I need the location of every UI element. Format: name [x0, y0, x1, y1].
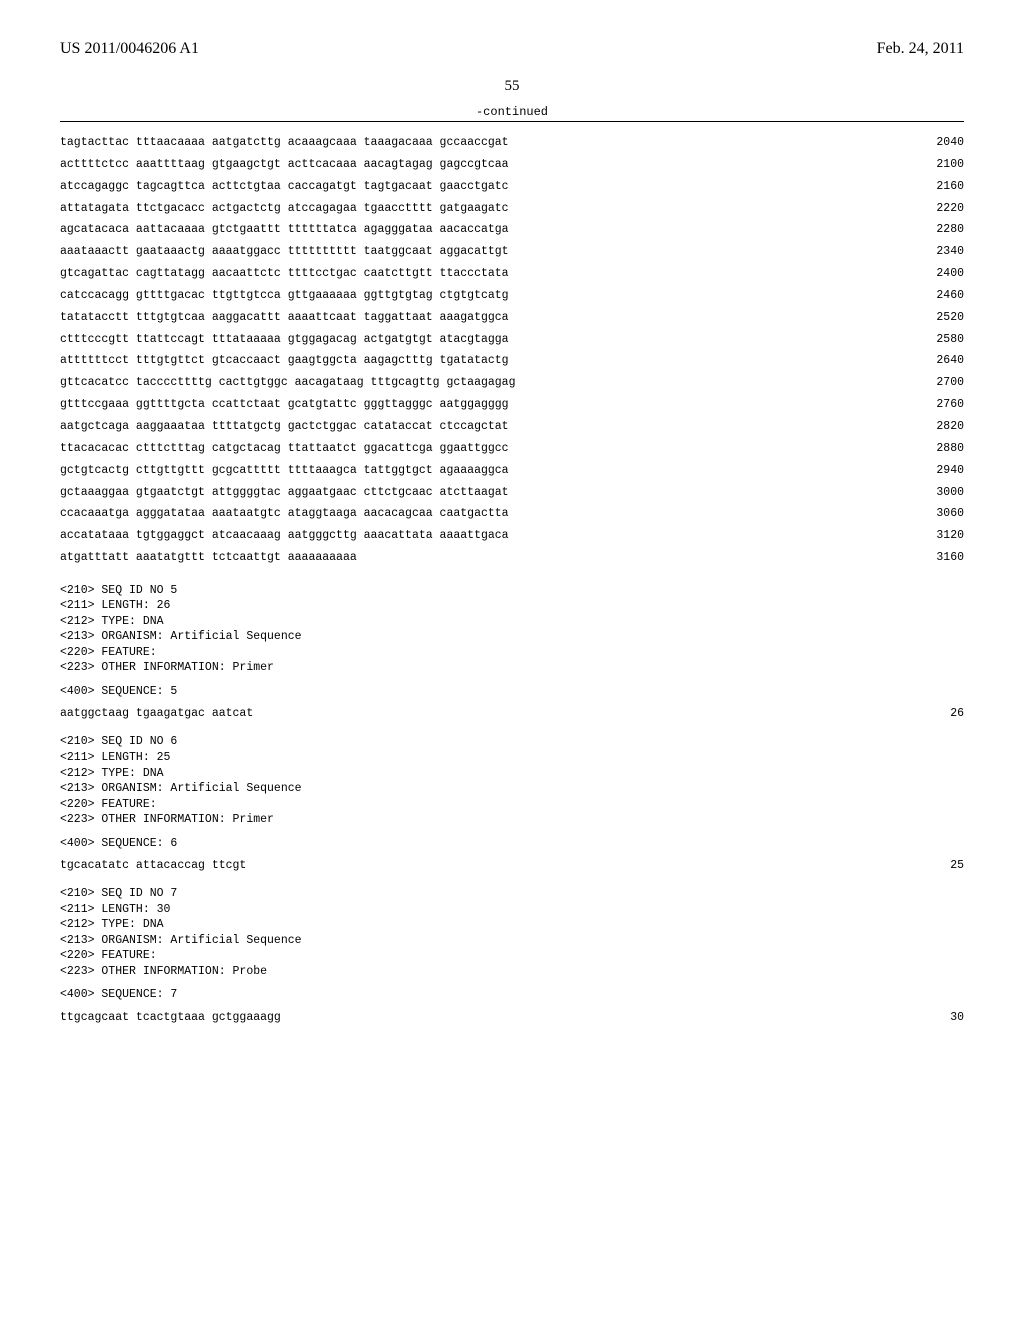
sequence-text: atccagaggc tagcagttca acttctgtaa caccaga…: [60, 176, 509, 198]
sequence-position: 2640: [894, 350, 964, 372]
sequence-row: tagtacttac tttaacaaaa aatgatcttg acaaagc…: [60, 132, 964, 154]
short-sequence-row: ttgcagcaat tcactgtaaa gctggaaagg 30: [60, 1011, 964, 1024]
sequence-text: accatataaa tgtggaggct atcaacaaag aatgggc…: [60, 525, 509, 547]
sequence-text: aatgctcaga aaggaaataa ttttatgctg gactctg…: [60, 416, 509, 438]
sequence-position: 2760: [894, 394, 964, 416]
sequence-row: atgatttatt aaatatgttt tctcaattgt aaaaaaa…: [60, 547, 964, 569]
sequence-text: ttacacacac ctttctttag catgctacag ttattaa…: [60, 438, 509, 460]
sequence-label: <400> SEQUENCE: 7: [60, 987, 964, 1003]
sequence-position: 2880: [894, 438, 964, 460]
sequence-position: 2160: [894, 176, 964, 198]
publication-number: US 2011/0046206 A1: [60, 40, 199, 58]
sequence-row: tatatacctt tttgtgtcaa aaggacattt aaaattc…: [60, 307, 964, 329]
sequence-text: aaataaactt gaataaactg aaaatggacc ttttttt…: [60, 241, 509, 263]
sequence-text: gtcagattac cagttatagg aacaattctc ttttcct…: [60, 263, 509, 285]
sequence-position: 2040: [894, 132, 964, 154]
sequence-position: 2700: [894, 372, 964, 394]
short-sequence-row: tgcacatatc attacaccag ttcgt 25: [60, 859, 964, 872]
sequence-row: ttacacacac ctttctttag catgctacag ttattaa…: [60, 438, 964, 460]
sequence-row: accatataaa tgtggaggct atcaacaaag aatgggc…: [60, 525, 964, 547]
sequence-position: 3160: [894, 547, 964, 569]
short-sequence-length: 30: [894, 1011, 964, 1024]
sequence-text: gctaaaggaa gtgaatctgt attggggtac aggaatg…: [60, 482, 509, 504]
sequence-metadata: <210> SEQ ID NO 5 <211> LENGTH: 26 <212>…: [60, 583, 964, 676]
sequence-text: catccacagg gttttgacac ttgttgtcca gttgaaa…: [60, 285, 509, 307]
sequence-position: 3060: [894, 503, 964, 525]
sequence-position: 2280: [894, 219, 964, 241]
sequence-position: 2400: [894, 263, 964, 285]
sequence-text: attatagata ttctgacacc actgactctg atccaga…: [60, 198, 509, 220]
sequence-position: 3120: [894, 525, 964, 547]
sequence-position: 2820: [894, 416, 964, 438]
sequence-row: atccagaggc tagcagttca acttctgtaa caccaga…: [60, 176, 964, 198]
sequence-text: atgatttatt aaatatgttt tctcaattgt aaaaaaa…: [60, 547, 357, 569]
divider: [60, 121, 964, 122]
sequence-text: tagtacttac tttaacaaaa aatgatcttg acaaagc…: [60, 132, 509, 154]
sequence-position: 2940: [894, 460, 964, 482]
sequence-row: ccacaaatga agggatataa aaataatgtc ataggta…: [60, 503, 964, 525]
sequence-row: catccacagg gttttgacac ttgttgtcca gttgaaa…: [60, 285, 964, 307]
sequence-text: attttttcct tttgtgttct gtcaccaact gaagtgg…: [60, 350, 509, 372]
continued-label: -continued: [60, 105, 964, 119]
sequence-metadata: <210> SEQ ID NO 7 <211> LENGTH: 30 <212>…: [60, 886, 964, 979]
sequence-text: gctgtcactg cttgttgttt gcgcattttt ttttaaa…: [60, 460, 509, 482]
sequence-text: ccacaaatga agggatataa aaataatgtc ataggta…: [60, 503, 509, 525]
entries-container: <210> SEQ ID NO 5 <211> LENGTH: 26 <212>…: [60, 583, 964, 1024]
sequence-row: gttcacatcc taccccttttg cacttgtggc aacaga…: [60, 372, 964, 394]
sequence-text: ctttcccgtt ttattccagt tttataaaaa gtggaga…: [60, 329, 509, 351]
sequence-row: gctgtcactg cttgttgttt gcgcattttt ttttaaa…: [60, 460, 964, 482]
sequence-position: 2520: [894, 307, 964, 329]
sequence-row: gtcagattac cagttatagg aacaattctc ttttcct…: [60, 263, 964, 285]
sequence-position: 2220: [894, 198, 964, 220]
sequence-label: <400> SEQUENCE: 6: [60, 836, 964, 852]
sequence-listing: tagtacttac tttaacaaaa aatgatcttg acaaagc…: [60, 132, 964, 569]
sequence-text: agcatacaca aattacaaaa gtctgaattt tttttta…: [60, 219, 509, 241]
sequence-row: aaataaactt gaataaactg aaaatggacc ttttttt…: [60, 241, 964, 263]
sequence-metadata: <210> SEQ ID NO 6 <211> LENGTH: 25 <212>…: [60, 734, 964, 827]
sequence-text: acttttctcc aaattttaag gtgaagctgt acttcac…: [60, 154, 509, 176]
page-number: 55: [60, 78, 964, 95]
short-sequence-text: tgcacatatc attacaccag ttcgt: [60, 859, 246, 872]
page-container: US 2011/0046206 A1 Feb. 24, 2011 55 -con…: [0, 0, 1024, 1320]
sequence-row: gctaaaggaa gtgaatctgt attggggtac aggaatg…: [60, 482, 964, 504]
short-sequence-text: ttgcagcaat tcactgtaaa gctggaaagg: [60, 1011, 281, 1024]
sequence-position: 2100: [894, 154, 964, 176]
sequence-row: aatgctcaga aaggaaataa ttttatgctg gactctg…: [60, 416, 964, 438]
sequence-text: gtttccgaaa ggttttgcta ccattctaat gcatgta…: [60, 394, 509, 416]
short-sequence-length: 25: [894, 859, 964, 872]
sequence-row: acttttctcc aaattttaag gtgaagctgt acttcac…: [60, 154, 964, 176]
sequence-text: gttcacatcc taccccttttg cacttgtggc aacaga…: [60, 372, 515, 394]
publication-date: Feb. 24, 2011: [877, 40, 964, 58]
sequence-row: agcatacaca aattacaaaa gtctgaattt tttttta…: [60, 219, 964, 241]
sequence-row: attatagata ttctgacacc actgactctg atccaga…: [60, 198, 964, 220]
sequence-row: gtttccgaaa ggttttgcta ccattctaat gcatgta…: [60, 394, 964, 416]
short-sequence-row: aatggctaag tgaagatgac aatcat 26: [60, 707, 964, 720]
sequence-label: <400> SEQUENCE: 5: [60, 684, 964, 700]
sequence-text: tatatacctt tttgtgtcaa aaggacattt aaaattc…: [60, 307, 509, 329]
page-header: US 2011/0046206 A1 Feb. 24, 2011: [60, 40, 964, 58]
sequence-position: 2340: [894, 241, 964, 263]
sequence-position: 2460: [894, 285, 964, 307]
sequence-position: 3000: [894, 482, 964, 504]
sequence-position: 2580: [894, 329, 964, 351]
short-sequence-length: 26: [894, 707, 964, 720]
sequence-row: ctttcccgtt ttattccagt tttataaaaa gtggaga…: [60, 329, 964, 351]
sequence-row: attttttcct tttgtgttct gtcaccaact gaagtgg…: [60, 350, 964, 372]
short-sequence-text: aatggctaag tgaagatgac aatcat: [60, 707, 253, 720]
